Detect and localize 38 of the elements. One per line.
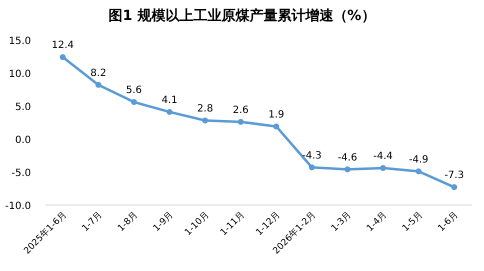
point: [451, 184, 458, 190]
data-label: 2.8: [197, 104, 214, 115]
data-label: -4.4: [373, 151, 393, 162]
chart-title: 图1 规模以上工业原煤产量累计增速（%）: [108, 7, 376, 24]
data-label: -7.3: [444, 170, 464, 182]
x-tick-label: 1-4月: [365, 210, 390, 234]
point: [238, 118, 244, 125]
data-label: 2.6: [232, 104, 249, 116]
point: [60, 54, 66, 60]
point: [380, 165, 386, 172]
point: [95, 82, 102, 88]
point: [202, 118, 208, 124]
x-tick-label: 1-8月: [116, 210, 140, 234]
point: [416, 168, 422, 174]
data-label: 1.9: [268, 109, 284, 120]
y-tick-label: -10.0: [5, 201, 31, 212]
y-tick-label: 5.0: [15, 102, 31, 113]
data-label: 5.6: [126, 85, 142, 96]
x-tick-label: 1-7月: [80, 210, 104, 234]
data-label: 8.2: [90, 68, 106, 79]
point: [273, 123, 280, 130]
y-tick-label: 10.0: [8, 69, 31, 80]
data-label: 12.4: [52, 40, 74, 52]
y-tick-label: 15.0: [8, 36, 31, 47]
point: [166, 108, 173, 115]
point: [308, 164, 315, 170]
y-tick-label: -5.0: [11, 168, 31, 179]
point: [344, 166, 350, 172]
data-label: -4.6: [338, 152, 358, 164]
x-tick-label: 1-6月: [436, 210, 460, 234]
x-tick-label: 1-3月: [330, 210, 354, 234]
point: [130, 99, 137, 106]
y-tick-label: 0.0: [15, 135, 31, 146]
x-tick-label: 1-9月: [152, 210, 176, 234]
data-label: 4.1: [162, 94, 178, 106]
data-label: -4.3: [302, 150, 322, 162]
x-tick-label: 1-5月: [400, 210, 425, 234]
data-label: -4.9: [408, 154, 428, 166]
